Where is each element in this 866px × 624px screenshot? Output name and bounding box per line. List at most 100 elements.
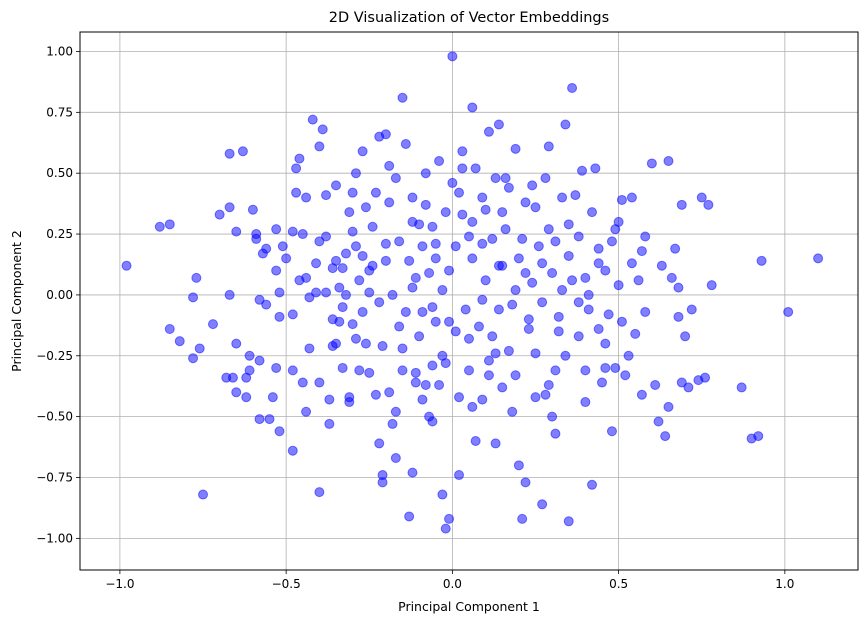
data-point [261,243,272,254]
data-point [207,319,218,330]
data-point [630,328,641,339]
data-point [387,289,398,300]
data-point [400,306,411,317]
data-point [543,379,554,390]
plot-frame [79,31,859,571]
data-point [404,255,415,266]
data-point [600,362,611,373]
data-point [221,372,232,383]
data-point [374,297,385,308]
data-point [520,477,531,488]
data-point [454,470,465,481]
data-point [407,216,418,227]
data-point [560,119,571,130]
data-point [577,165,588,176]
data-point [314,487,325,498]
data-point [390,173,401,184]
data-point [350,241,361,252]
data-point [370,389,381,400]
data-point [407,282,418,293]
data-point [673,311,684,322]
data-point [570,190,581,201]
data-point [606,236,617,247]
data-point [387,418,398,429]
data-point [340,289,351,300]
data-point [291,163,302,174]
data-point [537,297,548,308]
data-point [380,238,391,249]
data-point [374,438,385,449]
data-point [493,260,504,271]
data-point [490,348,501,359]
data-point [440,523,451,534]
data-point [407,192,418,203]
data-point [533,241,544,252]
data-point [350,168,361,179]
data-point [274,287,285,298]
data-point [590,163,601,174]
data-point [327,341,338,352]
data-point [297,377,308,388]
data-point [567,82,578,93]
data-point [636,389,647,400]
data-point [350,333,361,344]
data-point [324,418,335,429]
data-point [483,370,494,381]
x-tick-label: 0.5 [609,577,628,591]
data-point [214,209,225,220]
data-point [547,268,558,279]
data-point [813,253,824,264]
data-point [553,311,564,322]
data-point [304,292,315,303]
data-point [267,392,278,403]
data-point [121,260,132,271]
data-point [467,102,478,113]
y-tick-label: −0.50 [36,410,73,424]
data-point [364,287,375,298]
data-point [567,275,578,286]
y-tick-label: 0.25 [46,227,73,241]
data-point [457,163,468,174]
data-point [706,280,717,291]
data-point [573,297,584,308]
data-point [397,343,408,354]
data-point [237,146,248,157]
y-tick-label: 0.50 [46,166,73,180]
data-point [390,453,401,464]
data-point [434,379,445,390]
data-point [470,163,481,174]
x-tick-label: 0.0 [443,577,462,591]
data-point [174,336,185,347]
data-point [410,272,421,283]
data-point [480,275,491,286]
data-point [563,516,574,527]
data-point [454,187,465,198]
data-point [573,331,584,342]
data-point [633,275,644,286]
data-point [427,302,438,313]
data-point [580,365,591,376]
data-point [154,221,165,232]
data-point [400,138,411,149]
x-axis-ticks: −1.0 −0.5 0.0 0.5 1.0 [105,570,794,591]
data-point [360,202,371,213]
data-point [557,192,568,203]
data-point [520,197,531,208]
data-point [450,241,461,252]
data-point [683,382,694,393]
data-point [367,260,378,271]
data-point [497,382,508,393]
data-point [487,233,498,244]
data-point [410,377,421,388]
data-point [540,173,551,184]
data-point [164,323,175,334]
data-point [194,343,205,354]
data-point [254,294,265,305]
y-tick-label: −1.00 [36,531,73,545]
data-point [503,182,514,193]
data-point [703,199,714,210]
data-point [587,479,598,490]
data-point [427,360,438,371]
data-point [616,194,627,205]
data-point [367,221,378,232]
